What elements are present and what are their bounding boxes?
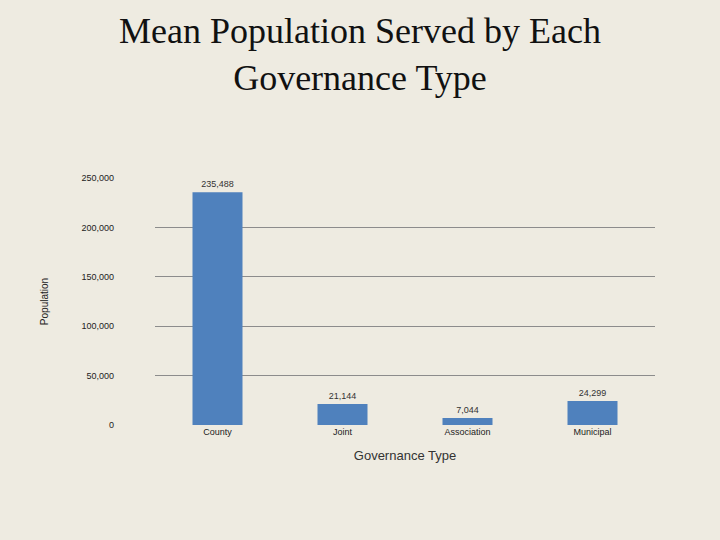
svg-text:21,144: 21,144	[329, 391, 357, 401]
svg-text:Joint: Joint	[333, 427, 353, 437]
svg-text:250,000: 250,000	[81, 173, 114, 183]
svg-text:Municipal: Municipal	[573, 427, 611, 437]
svg-text:150,000: 150,000	[81, 272, 114, 282]
svg-text:200,000: 200,000	[81, 223, 114, 233]
svg-text:24,299: 24,299	[579, 388, 607, 398]
svg-text:Mean Population Served by Each: Mean Population Served by EachGovernance…	[119, 11, 601, 98]
svg-text:Association: Association	[444, 427, 490, 437]
svg-text:7,044: 7,044	[456, 405, 479, 415]
svg-text:50,000: 50,000	[86, 371, 114, 381]
svg-text:0: 0	[109, 420, 114, 430]
svg-text:Population: Population	[39, 278, 50, 325]
svg-text:Governance Type: Governance Type	[354, 448, 456, 463]
svg-text:100,000: 100,000	[81, 321, 114, 331]
svg-text:235,488: 235,488	[201, 179, 234, 189]
svg-text:County: County	[203, 427, 232, 437]
